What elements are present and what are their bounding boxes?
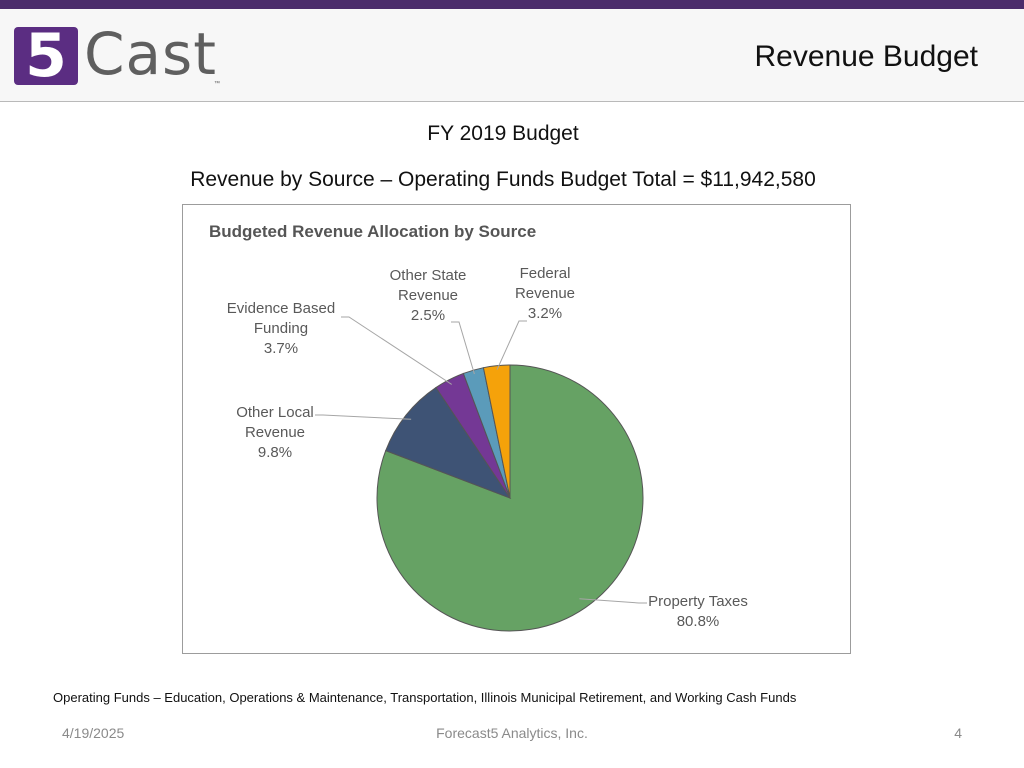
budget-year-heading: FY 2019 Budget [427, 122, 579, 145]
footer-page-number: 4 [954, 725, 962, 741]
leader-line-property-taxes [579, 598, 647, 604]
slide-header: 5 Cast ™ Revenue Budget [0, 9, 1024, 102]
leader-line-other-state-revenue [451, 321, 475, 375]
data-label-other-local-revenue: Other Local Revenue 9.8% [236, 404, 314, 461]
chart-title: Budgeted Revenue Allocation by Source [209, 222, 536, 241]
pie-slice-other-local-revenue [385, 386, 512, 500]
data-label-evidence-based-funding: Evidence Based Funding 3.7% [227, 300, 335, 357]
leader-line-other-local-revenue [315, 414, 412, 420]
data-label-other-state-revenue: Other State Revenue 2.5% [390, 267, 467, 324]
leader-line-evidence-based-funding [341, 316, 452, 385]
operating-funds-footnote: Operating Funds – Education, Operations … [53, 690, 797, 705]
leader-line-federal-revenue [496, 320, 527, 370]
logo-mark: 5 [14, 26, 78, 86]
data-label-federal-revenue: Federal Revenue 3.2% [515, 265, 575, 322]
pie-chart: Budgeted Revenue Allocation by Source Pr… [209, 222, 748, 632]
footer-date: 4/19/2025 [62, 725, 125, 741]
slide-title: Revenue Budget [754, 40, 978, 73]
footer-company: Forecast5 Analytics, Inc. [436, 725, 588, 741]
pie-data-labels: Property Taxes 80.8% Other Local Revenue 9.8… [227, 265, 748, 630]
data-label-property-taxes: Property Taxes 80.8% [648, 593, 748, 630]
logo-trademark: ™ [214, 81, 220, 87]
pie-slices [376, 364, 644, 632]
pie-leader-lines [315, 316, 647, 604]
company-logo: 5 Cast ™ [14, 21, 224, 87]
budget-total-heading: Revenue by Source – Operating Funds Budg… [190, 168, 816, 191]
logo-wordmark: Cast [84, 20, 217, 88]
pie-chart-frame: Budgeted Revenue Allocation by Source Pr… [182, 204, 851, 654]
pie-slice-federal-revenue [482, 364, 511, 499]
top-accent-bar [0, 0, 1024, 9]
